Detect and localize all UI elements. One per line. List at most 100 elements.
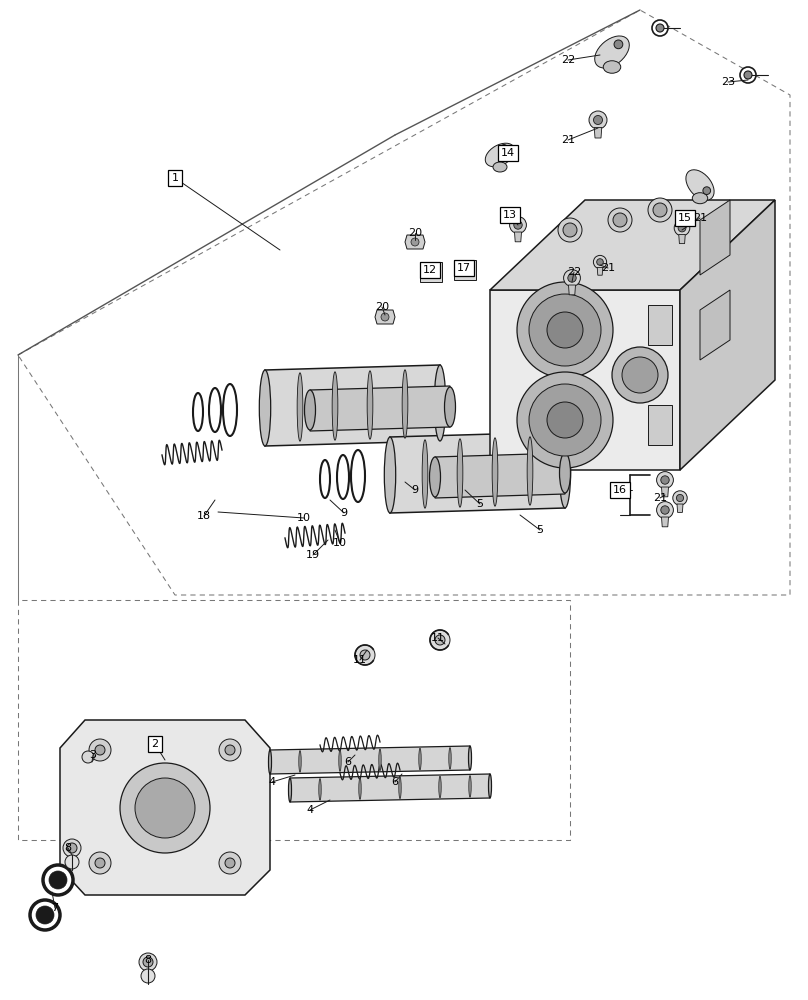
Text: 20: 20 (375, 302, 389, 312)
Polygon shape (270, 746, 470, 774)
Circle shape (648, 198, 672, 222)
Circle shape (135, 778, 195, 838)
Circle shape (613, 213, 627, 227)
Text: 3: 3 (90, 750, 96, 760)
Ellipse shape (422, 440, 428, 508)
Circle shape (139, 953, 157, 971)
Ellipse shape (379, 749, 381, 771)
Circle shape (517, 282, 613, 378)
Text: 15: 15 (678, 213, 692, 223)
Ellipse shape (469, 746, 472, 770)
Text: 7: 7 (52, 903, 58, 913)
Polygon shape (648, 405, 672, 445)
Ellipse shape (589, 111, 607, 129)
Text: 9: 9 (411, 485, 419, 495)
Polygon shape (700, 290, 730, 360)
Circle shape (355, 645, 375, 665)
Circle shape (360, 650, 370, 660)
Text: 11: 11 (353, 655, 367, 665)
Circle shape (225, 858, 235, 868)
Circle shape (608, 208, 632, 232)
Ellipse shape (674, 220, 690, 236)
Polygon shape (310, 386, 450, 431)
Text: 5: 5 (477, 499, 483, 509)
Ellipse shape (486, 143, 515, 167)
Text: 6: 6 (392, 777, 398, 787)
Text: 19: 19 (306, 550, 320, 560)
Ellipse shape (36, 906, 54, 924)
Text: 22: 22 (567, 267, 581, 277)
Text: 13: 13 (503, 210, 517, 220)
Polygon shape (435, 453, 565, 498)
Circle shape (143, 957, 153, 967)
Polygon shape (662, 487, 668, 497)
Ellipse shape (657, 502, 673, 518)
Circle shape (225, 745, 235, 755)
Polygon shape (677, 504, 683, 512)
Circle shape (89, 739, 111, 761)
Circle shape (219, 852, 241, 874)
Circle shape (547, 402, 583, 438)
Circle shape (652, 20, 668, 36)
Text: 1: 1 (171, 173, 179, 183)
Ellipse shape (500, 145, 507, 152)
Circle shape (596, 259, 604, 265)
Polygon shape (515, 232, 521, 242)
Polygon shape (594, 127, 602, 138)
Text: 21: 21 (653, 493, 667, 503)
Ellipse shape (305, 390, 315, 430)
Ellipse shape (469, 776, 471, 797)
Text: 21: 21 (561, 135, 575, 145)
Text: 21: 21 (601, 263, 615, 273)
Ellipse shape (385, 437, 396, 513)
Ellipse shape (593, 255, 607, 269)
Ellipse shape (223, 384, 237, 436)
Ellipse shape (268, 750, 271, 774)
Text: 10: 10 (333, 538, 347, 548)
Ellipse shape (673, 491, 687, 505)
Circle shape (517, 372, 613, 468)
Circle shape (568, 274, 576, 282)
Circle shape (141, 969, 155, 983)
Circle shape (678, 224, 686, 232)
Ellipse shape (430, 457, 440, 497)
Ellipse shape (448, 748, 451, 769)
Ellipse shape (299, 751, 301, 772)
Polygon shape (265, 365, 440, 446)
Circle shape (529, 294, 601, 366)
Polygon shape (648, 305, 672, 345)
Ellipse shape (657, 472, 673, 488)
Circle shape (676, 494, 684, 502)
Circle shape (740, 67, 756, 83)
Polygon shape (569, 285, 575, 295)
Circle shape (63, 839, 81, 857)
Text: 14: 14 (501, 148, 515, 158)
Polygon shape (375, 310, 395, 324)
Ellipse shape (439, 776, 441, 798)
Circle shape (435, 635, 445, 645)
Circle shape (563, 223, 577, 237)
Circle shape (744, 71, 752, 79)
Text: 8: 8 (145, 955, 152, 965)
Text: 12: 12 (423, 265, 437, 275)
Circle shape (656, 24, 664, 32)
Circle shape (219, 739, 241, 761)
Circle shape (120, 763, 210, 853)
Ellipse shape (351, 450, 365, 502)
Ellipse shape (419, 748, 421, 770)
Text: 4: 4 (306, 805, 314, 815)
Polygon shape (420, 262, 442, 282)
Text: 4: 4 (268, 777, 276, 787)
Circle shape (411, 238, 419, 246)
Polygon shape (454, 260, 476, 280)
Ellipse shape (559, 453, 570, 493)
Circle shape (82, 751, 94, 763)
Polygon shape (290, 774, 490, 802)
Ellipse shape (337, 455, 349, 499)
Polygon shape (490, 200, 775, 290)
Circle shape (558, 218, 582, 242)
Text: 22: 22 (561, 55, 575, 65)
Ellipse shape (604, 61, 621, 73)
Text: 16: 16 (613, 485, 627, 495)
Ellipse shape (399, 777, 402, 799)
